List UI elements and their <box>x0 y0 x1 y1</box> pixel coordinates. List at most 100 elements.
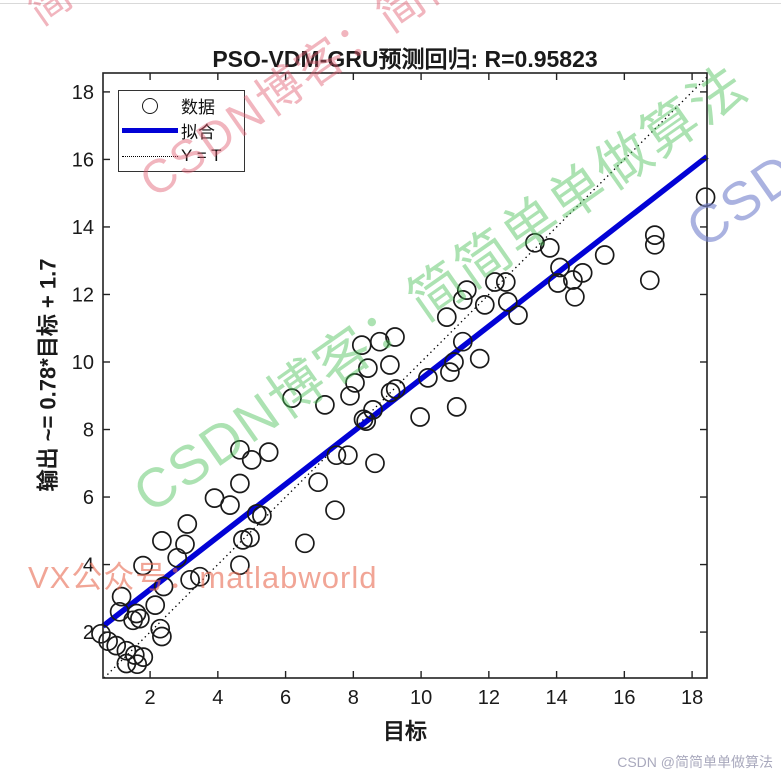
data-point <box>308 472 328 493</box>
data-point <box>380 355 400 375</box>
data-point <box>167 547 188 568</box>
data-point <box>315 395 335 415</box>
data-point <box>175 534 195 555</box>
data-point <box>695 187 716 208</box>
data-point <box>644 234 665 255</box>
data-point <box>130 608 150 629</box>
data-point <box>474 295 495 315</box>
data-point <box>91 623 111 644</box>
data-point <box>345 373 365 393</box>
data-point <box>230 473 250 494</box>
fit-line-icon <box>122 128 178 134</box>
data-point <box>452 331 473 352</box>
data-point <box>116 653 137 674</box>
data-point <box>356 411 377 431</box>
x-tick-label: 14 <box>545 687 567 709</box>
y-tick-label: 6 <box>83 487 94 509</box>
data-point <box>369 331 390 352</box>
data-point <box>594 245 615 265</box>
window-top-divider <box>0 3 781 4</box>
data-point <box>446 397 467 417</box>
y-tick-label: 12 <box>72 284 94 306</box>
legend-swatch <box>119 97 181 114</box>
data-point <box>639 270 660 291</box>
data-point <box>325 500 345 521</box>
data-point <box>180 569 200 590</box>
data-point <box>240 527 260 548</box>
data-point <box>385 379 406 399</box>
legend-item-identity: Y = T <box>119 144 244 169</box>
data-point <box>106 635 127 656</box>
data-point <box>152 531 172 551</box>
data-point <box>230 555 250 576</box>
legend-swatch <box>119 128 181 134</box>
data-point <box>508 305 528 325</box>
data-point <box>436 307 457 327</box>
legend-swatch <box>119 155 181 157</box>
data-point <box>133 647 154 667</box>
data-point <box>351 335 372 355</box>
data-point <box>563 270 583 290</box>
data-point <box>418 368 438 388</box>
data-point <box>152 626 172 647</box>
data-point <box>363 400 383 420</box>
data-point <box>126 603 147 624</box>
legend-label-data: 数据 <box>181 98 215 118</box>
data-point <box>220 495 240 515</box>
data-point <box>644 225 665 245</box>
x-tick-label: 8 <box>348 687 359 709</box>
x-tick-label: 10 <box>410 687 432 709</box>
x-tick-label: 12 <box>478 687 500 709</box>
data-point <box>153 576 174 597</box>
data-point <box>282 388 302 408</box>
data-point <box>340 385 360 406</box>
data-point <box>550 257 570 278</box>
data-point <box>241 450 262 470</box>
data-point <box>380 382 401 403</box>
data-point <box>111 586 132 607</box>
legend-label-fit: 拟合 <box>181 123 215 143</box>
data-point <box>358 358 378 378</box>
data-point <box>539 238 560 258</box>
data-point <box>410 407 430 427</box>
y-tick-label: 8 <box>83 420 94 442</box>
data-point <box>145 595 166 615</box>
data-point <box>485 272 505 292</box>
data-point <box>548 273 568 293</box>
data-point <box>133 555 153 576</box>
data-point <box>497 292 518 312</box>
data-point <box>230 439 250 460</box>
data-point <box>127 654 148 675</box>
data-point <box>295 533 315 554</box>
x-tick-label: 18 <box>681 687 703 709</box>
data-point <box>565 286 585 307</box>
legend-label-identity: Y = T <box>181 146 222 166</box>
y-tick-label: 2 <box>83 622 94 644</box>
x-axis-label: 目标 <box>382 719 427 744</box>
identity-line-icon <box>122 155 178 157</box>
y-tick-label: 10 <box>72 352 94 374</box>
y-tick-label: 4 <box>83 555 94 577</box>
legend-item-fit: 拟合 <box>119 118 244 143</box>
data-point <box>190 566 210 587</box>
data-point <box>525 232 545 253</box>
y-tick-label: 18 <box>72 82 94 104</box>
y-axis-label: 输出 ~= 0.78*目标 + 1.7 <box>35 258 61 492</box>
legend-item-data: 数据 <box>119 93 244 118</box>
data-point <box>452 290 473 310</box>
data-point <box>150 618 171 639</box>
data-point <box>252 505 272 526</box>
data-point <box>440 362 460 382</box>
data-point <box>456 280 477 300</box>
data-marker-icon <box>142 97 158 114</box>
data-point <box>572 263 593 283</box>
chart-title: PSO-VDM-GRU预测回归: R=0.95823 <box>212 46 598 72</box>
data-point <box>444 352 464 372</box>
x-tick-label: 2 <box>145 687 156 709</box>
data-point <box>258 442 279 462</box>
x-tick-label: 16 <box>613 687 635 709</box>
data-point <box>177 514 198 534</box>
axes-box <box>102 72 708 679</box>
